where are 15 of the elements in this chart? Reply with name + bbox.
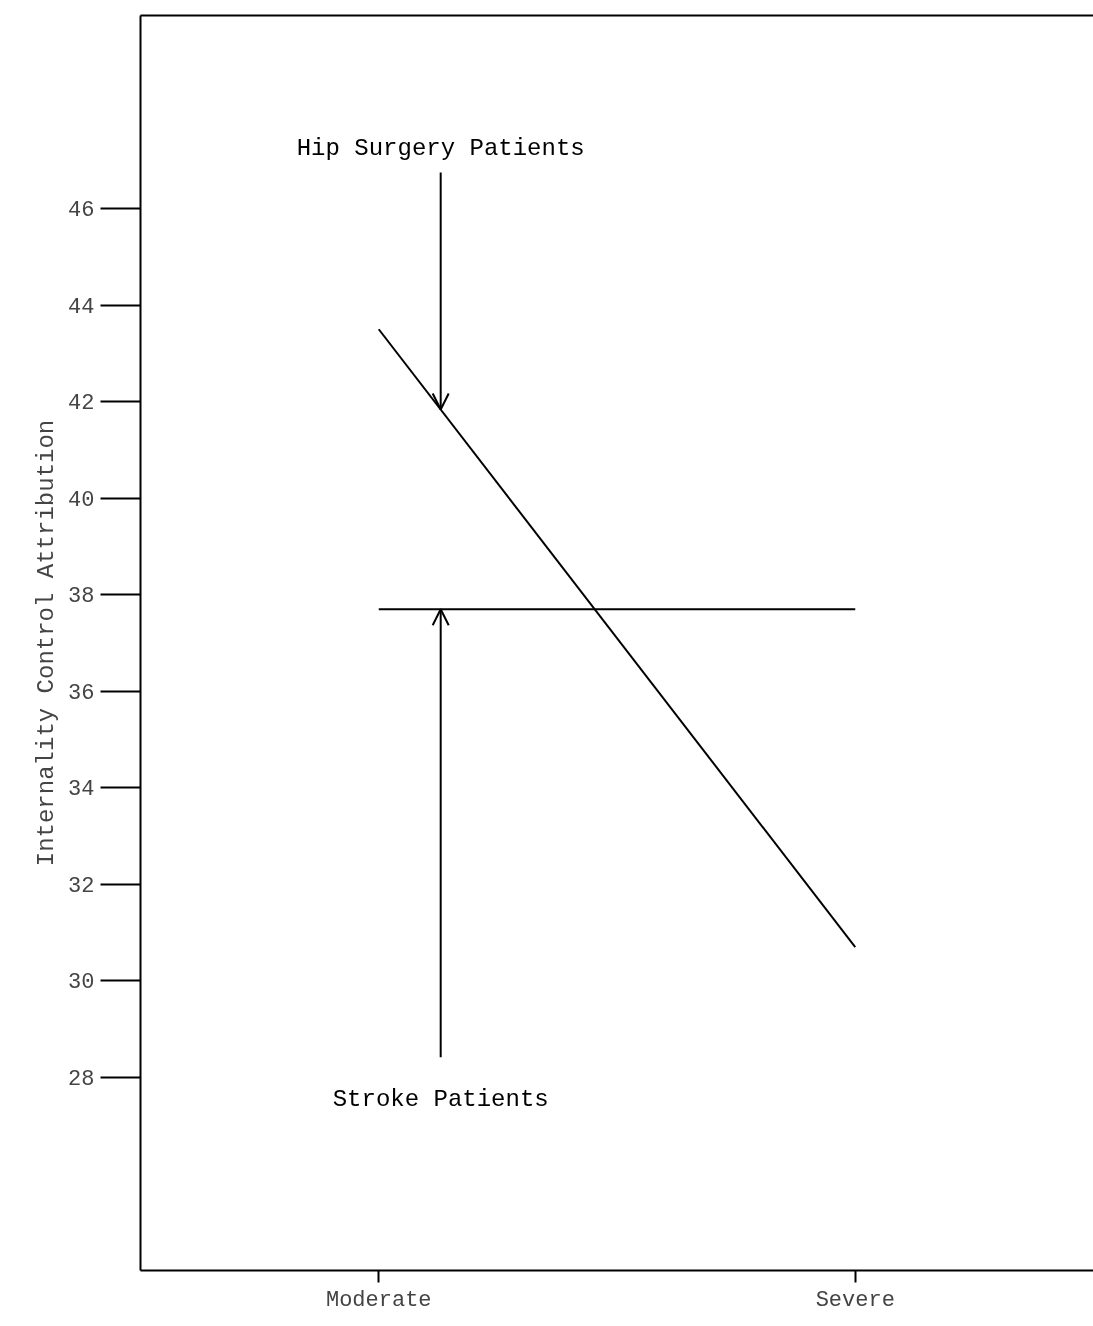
x-tick-label: Moderate	[325, 1287, 432, 1313]
y-tick-label: 46	[68, 198, 95, 224]
text: Stroke Patients	[332, 1086, 549, 1114]
y-tick-label: 42	[68, 391, 95, 417]
y-tick-label: 36	[68, 680, 95, 706]
y-tick-label: 38	[68, 584, 95, 610]
y-axis-title: Internality Control Attribution	[33, 419, 61, 867]
x-tick-label: Severe	[815, 1287, 895, 1313]
y-tick-label: 32	[68, 873, 95, 899]
y-tick-label: 28	[68, 1066, 95, 1092]
y-tick-label: 40	[68, 487, 95, 513]
y-tick-label: 34	[68, 777, 95, 803]
text: Hip Surgery Patients	[296, 135, 585, 163]
y-tick-label: 30	[68, 970, 95, 996]
y-tick-label: 44	[68, 294, 95, 320]
